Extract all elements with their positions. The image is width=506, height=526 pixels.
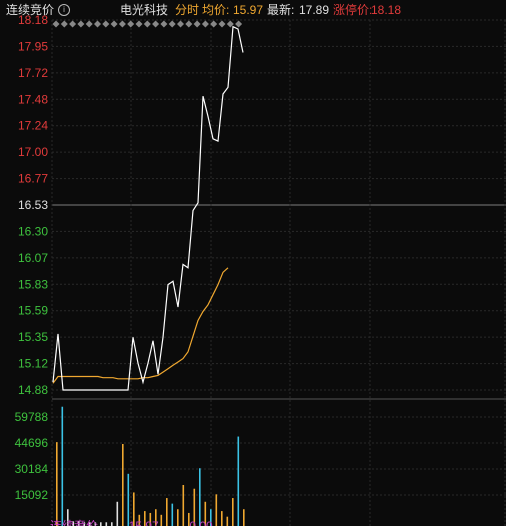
price-tick-label: 16.30 bbox=[18, 224, 48, 238]
limit-up-diamond-icon bbox=[118, 20, 126, 28]
limit-up-marker-row bbox=[52, 20, 243, 28]
volume-bar bbox=[61, 406, 64, 526]
volume-bar bbox=[193, 488, 196, 526]
volume-bar bbox=[89, 522, 91, 526]
chart-grid bbox=[51, 19, 506, 526]
volume-bar bbox=[83, 522, 86, 526]
volume-bar bbox=[232, 498, 234, 526]
volume-bar bbox=[133, 492, 135, 526]
volume-bar bbox=[237, 436, 240, 526]
volume-bar bbox=[204, 501, 207, 526]
limit-up-diamond-icon bbox=[185, 20, 193, 28]
limit-up-diamond-icon bbox=[210, 20, 218, 28]
volume-bar bbox=[127, 473, 130, 526]
volume-bar bbox=[67, 509, 69, 526]
limit-up-diamond-icon bbox=[94, 20, 101, 28]
volume-axis: 59788 44696 30184 15092 bbox=[15, 410, 49, 502]
volume-bar bbox=[243, 509, 245, 526]
volume-bar bbox=[155, 509, 157, 526]
price-tick-label: 17.95 bbox=[18, 39, 48, 53]
limit-up-diamond-icon bbox=[235, 20, 243, 28]
price-tick-label: 15.83 bbox=[18, 277, 48, 291]
volume-bar bbox=[166, 498, 168, 526]
volume-tick-label: 30184 bbox=[15, 462, 49, 476]
volume-bar bbox=[226, 516, 229, 526]
limit-up-diamond-icon bbox=[77, 20, 85, 28]
volume-tick-label: 44696 bbox=[15, 436, 49, 450]
limit-up-diamond-icon bbox=[69, 20, 77, 28]
chart-header: 连续竞价 i 电光科技 分时 均价: 15.97 最新: 17.89 涨停价: … bbox=[0, 0, 506, 20]
tab-fenshi[interactable]: 分时 bbox=[175, 3, 200, 17]
volume-bar bbox=[199, 468, 201, 526]
volume-bar bbox=[177, 509, 179, 526]
volume-bars bbox=[56, 406, 245, 526]
limit-up-diamond-icon bbox=[193, 20, 201, 28]
avg-price-value: 15.97 bbox=[233, 3, 264, 17]
volume-bar bbox=[188, 512, 190, 526]
footer-partial-text: 连续竞价 …… 15.97 …… 0.00 bbox=[50, 518, 213, 526]
limit-up-diamond-icon bbox=[60, 20, 68, 28]
price-tick-label: 18.18 bbox=[18, 13, 48, 27]
volume-bar bbox=[149, 512, 152, 526]
limit-up-diamond-icon bbox=[143, 20, 151, 28]
volume-bar bbox=[138, 514, 141, 526]
limit-up-diamond-icon bbox=[160, 20, 168, 28]
volume-bar bbox=[171, 503, 174, 526]
volume-bar bbox=[215, 494, 218, 526]
price-tick-label: 17.72 bbox=[18, 66, 48, 80]
volume-tick-label: 15092 bbox=[15, 488, 49, 502]
price-tick-label: 16.53 bbox=[18, 198, 48, 212]
volume-bar bbox=[221, 511, 223, 526]
limit-up-diamond-icon bbox=[152, 20, 160, 28]
volume-bar bbox=[182, 485, 185, 526]
info-icon[interactable]: i bbox=[58, 4, 70, 16]
volume-bar bbox=[100, 522, 102, 526]
limit-up-diamond-icon bbox=[177, 20, 184, 28]
limit-up-diamond-icon bbox=[218, 20, 226, 28]
latest-price-label: 最新: bbox=[267, 3, 295, 17]
price-tick-label: 15.59 bbox=[18, 304, 48, 318]
limit-up-diamond-icon bbox=[168, 20, 176, 28]
limit-up-diamond-icon bbox=[85, 20, 93, 28]
price-line bbox=[52, 25, 244, 391]
price-tick-label: 16.77 bbox=[18, 172, 48, 186]
volume-bar bbox=[72, 521, 75, 526]
volume-tick-label: 59788 bbox=[15, 410, 49, 424]
latest-price-value: 17.89 bbox=[299, 3, 330, 17]
volume-bar bbox=[94, 522, 97, 526]
volume-bar bbox=[111, 522, 113, 526]
price-axis: 18.18 17.95 17.72 17.48 17.24 17.00 16.77 16.53… bbox=[18, 13, 48, 397]
price-tick-label: 16.07 bbox=[18, 251, 48, 265]
volume-bar bbox=[210, 509, 212, 526]
limit-up-diamond-icon bbox=[201, 20, 209, 28]
limit-up-diamond-icon bbox=[226, 20, 234, 28]
avg-price-label: 均价: bbox=[202, 3, 230, 17]
price-tick-label: 14.88 bbox=[18, 383, 48, 397]
limit-up-diamond-icon bbox=[52, 20, 60, 28]
limit-up-label: 涨停价: bbox=[333, 3, 373, 17]
limit-up-diamond-icon bbox=[110, 20, 118, 28]
price-tick-label: 15.35 bbox=[18, 330, 48, 344]
price-tick-label: 17.48 bbox=[18, 92, 48, 106]
volume-bar bbox=[160, 514, 163, 526]
volume-bar bbox=[116, 501, 119, 526]
limit-up-diamond-icon bbox=[102, 20, 110, 28]
stock-name: 电光科技 bbox=[120, 3, 169, 17]
price-tick-label: 17.24 bbox=[18, 119, 48, 133]
volume-bar bbox=[78, 521, 80, 526]
limit-up-diamond-icon bbox=[135, 20, 143, 28]
price-tick-label: 17.00 bbox=[18, 145, 48, 159]
avg-price-line bbox=[52, 267, 229, 384]
volume-bar bbox=[105, 522, 108, 526]
volume-bar bbox=[122, 444, 124, 526]
limit-up-diamond-icon bbox=[127, 20, 135, 28]
volume-bar bbox=[56, 442, 58, 526]
price-tick-label: 15.12 bbox=[18, 357, 48, 371]
mode-label: 连续竞价 bbox=[6, 3, 55, 17]
limit-up-value: 18.18 bbox=[371, 3, 402, 17]
volume-bar bbox=[144, 511, 146, 526]
